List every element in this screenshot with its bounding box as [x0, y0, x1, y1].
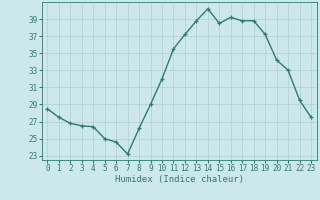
X-axis label: Humidex (Indice chaleur): Humidex (Indice chaleur): [115, 175, 244, 184]
